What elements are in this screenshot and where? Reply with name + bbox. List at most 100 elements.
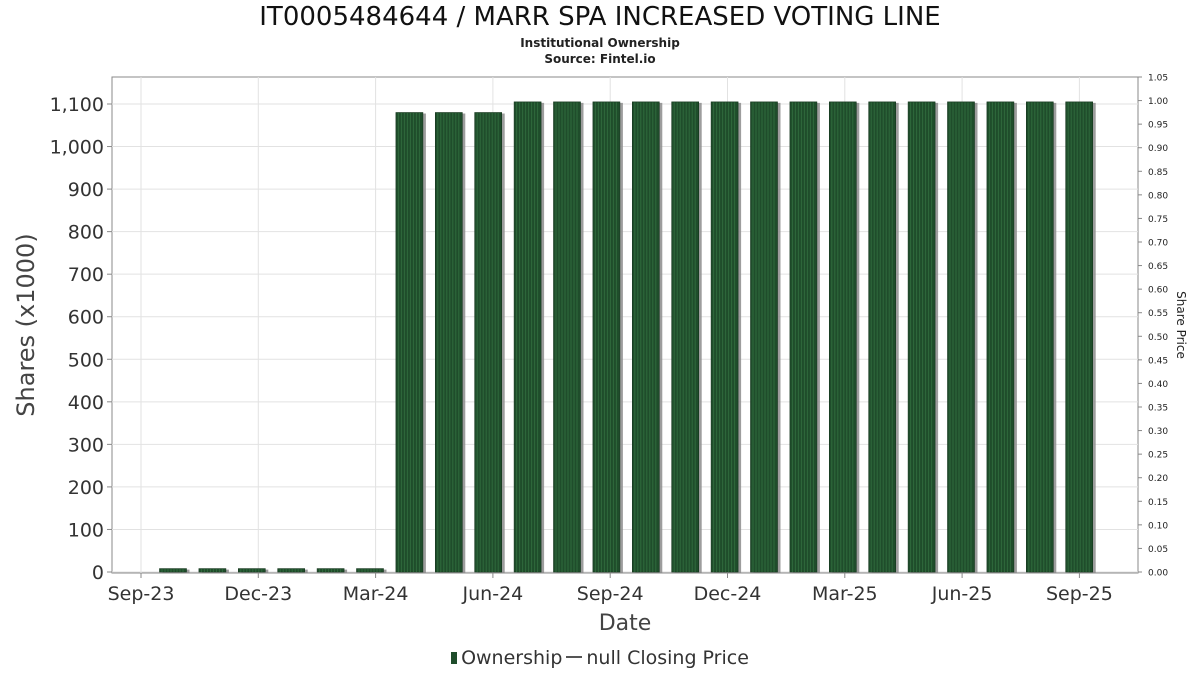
y2-tick-label: 0.55 (1148, 309, 1168, 319)
y2-tick-label: 0.85 (1148, 168, 1168, 178)
ownership-chart: 0 100 200 300 400 500 600 700 800 900 1,000 1,100 0… (12, 74, 1188, 637)
y-tick-label: 1,100 (50, 94, 104, 116)
bar-fill (631, 101, 660, 573)
x-tick-label: Mar-24 (343, 583, 409, 605)
chart-subtitle: Institutional Ownership (520, 36, 680, 50)
legend-price-label: null Closing Price (586, 647, 749, 669)
ownership-bar (395, 112, 424, 573)
x-tick-label: Sep-24 (577, 583, 644, 605)
bar-fill (238, 568, 266, 573)
y2-tick-label: 0.90 (1148, 144, 1168, 154)
x-axis: Sep-23 Dec-23 Mar-24 Jun-24 Sep-24 Dec-24 Mar-… (108, 573, 1113, 605)
y2-tick-label: 0.15 (1148, 498, 1168, 508)
y-axis-left: 0 100 200 300 400 500 600 700 800 900 1,000 1,100 (50, 94, 112, 584)
ownership-bar (947, 101, 975, 573)
bar-series (159, 101, 1096, 573)
ownership-bar (868, 101, 897, 573)
y2-tick-label: 0.00 (1148, 569, 1168, 579)
ownership-bar (356, 568, 384, 573)
x-tick-label: Sep-23 (108, 583, 175, 605)
y2-tick-label: 0.60 (1148, 286, 1168, 296)
x-tick-label: Jun-25 (931, 583, 993, 605)
bar-fill (356, 568, 384, 573)
y2-tick-label: 1.00 (1148, 97, 1168, 107)
ownership-bar (316, 568, 345, 573)
bar-fill (671, 101, 700, 573)
legend-price-swatch (566, 656, 583, 658)
bar-fill (395, 112, 424, 573)
y-axis-right: 0.00 0.05 0.10 0.15 0.20 0.25 0.30 0.35 0.40 0.45… (1138, 74, 1168, 579)
y2-tick-label: 0.20 (1148, 474, 1168, 484)
x-tick-label: Sep-25 (1046, 583, 1113, 605)
y-tick-label: 1,000 (50, 137, 104, 159)
ownership-bar (750, 101, 778, 573)
y-tick-label: 0 (92, 562, 104, 584)
bar-fill (316, 568, 345, 573)
bar-fill (159, 568, 187, 573)
y-tick-label: 600 (68, 307, 104, 329)
ownership-bar (434, 112, 463, 573)
chart-source: Source: Fintel.io (544, 52, 656, 66)
bar-fill (553, 101, 581, 573)
y-tick-label: 900 (68, 179, 104, 201)
bar-fill (277, 568, 306, 573)
ownership-bar (238, 568, 266, 573)
y2-tick-label: 0.75 (1148, 215, 1168, 225)
x-tick-label: Mar-25 (812, 583, 878, 605)
bar-fill (907, 101, 936, 573)
bar-fill (750, 101, 778, 573)
ownership-bar (1026, 101, 1054, 573)
ownership-bar (789, 101, 818, 573)
y2-tick-label: 0.70 (1148, 239, 1168, 249)
y-tick-label: 800 (68, 222, 104, 244)
bar-fill (828, 101, 857, 573)
ownership-bar (1065, 101, 1093, 573)
y-tick-label: 700 (68, 264, 104, 286)
bar-fill (947, 101, 975, 573)
bar-fill (198, 568, 227, 573)
y-axis-label: Shares (x1000) (12, 233, 40, 416)
bar-fill (868, 101, 897, 573)
ownership-bar (592, 101, 621, 573)
x-axis-label: Date (599, 611, 652, 636)
bar-fill (592, 101, 621, 573)
y2-tick-label: 0.05 (1148, 545, 1168, 555)
ownership-bar (513, 101, 542, 573)
y2-tick-label: 0.45 (1148, 356, 1168, 366)
y-tick-label: 400 (68, 392, 104, 414)
ownership-bar (631, 101, 660, 573)
ownership-bar (907, 101, 936, 573)
ownership-bar (159, 568, 187, 573)
bar-fill (789, 101, 818, 573)
y-tick-label: 300 (68, 434, 104, 456)
ownership-bar (553, 101, 581, 573)
ownership-bar (986, 101, 1015, 573)
chart-title: IT0005484644 / MARR SPA INCREASED VOTING… (259, 2, 941, 32)
ownership-bar (671, 101, 700, 573)
y2-tick-label: 0.40 (1148, 380, 1168, 390)
ownership-bar (828, 101, 857, 573)
ownership-bar (198, 568, 227, 573)
legend-ownership-swatch (451, 652, 458, 664)
ownership-bar (474, 112, 503, 573)
y-tick-label: 100 (68, 519, 104, 541)
x-tick-label: Dec-23 (224, 583, 292, 605)
y-tick-label: 500 (68, 349, 104, 371)
y2-tick-label: 0.25 (1148, 451, 1168, 461)
bar-fill (513, 101, 542, 573)
x-tick-label: Jun-24 (462, 583, 524, 605)
bar-fill (474, 112, 503, 573)
y2-tick-label: 0.80 (1148, 191, 1168, 201)
bar-fill (986, 101, 1015, 573)
y2-axis-label: Share Price (1174, 291, 1188, 359)
ownership-bar (277, 568, 306, 573)
legend: Ownership null Closing Price (0, 647, 1200, 669)
bar-fill (1065, 101, 1093, 573)
y2-tick-label: 0.10 (1148, 521, 1168, 531)
y-tick-label: 200 (68, 477, 104, 499)
y2-tick-label: 0.50 (1148, 333, 1168, 343)
y2-tick-label: 0.35 (1148, 404, 1168, 414)
y2-tick-label: 1.05 (1148, 74, 1168, 84)
bar-fill (1026, 101, 1054, 573)
x-tick-label: Dec-24 (694, 583, 762, 605)
